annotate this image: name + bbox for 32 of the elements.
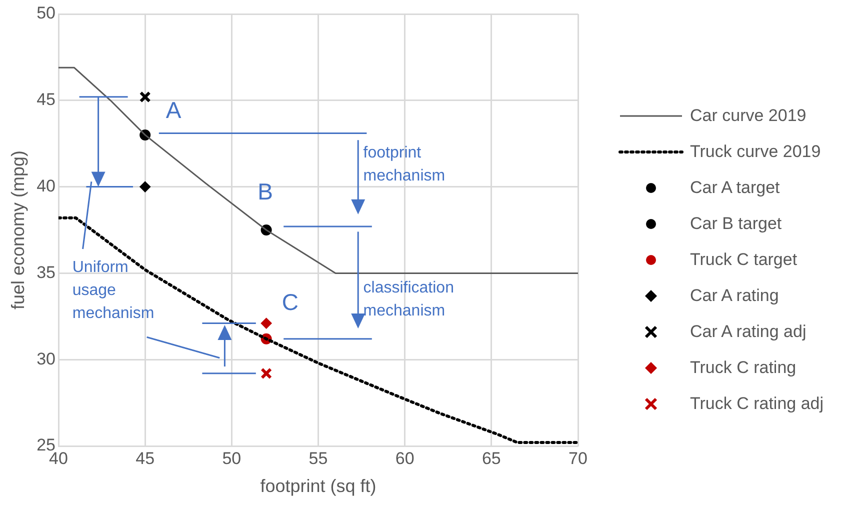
legend-label: Truck curve 2019 [690, 142, 821, 162]
legend-label: Truck C rating adj [690, 394, 824, 414]
legend-label: Car B target [690, 214, 782, 234]
legend-label: Truck C rating [690, 358, 796, 378]
legend-label: Car curve 2019 [690, 106, 806, 126]
annotation: footprint mechanism [363, 144, 446, 185]
point [260, 318, 272, 329]
y-tick-label: 45 [36, 90, 56, 110]
annotation: classification mechanism [363, 280, 454, 320]
y-tick-label: 50 [36, 4, 56, 23]
x-tick-label: 65 [482, 448, 501, 468]
y-tick-label: 35 [36, 262, 56, 282]
x-tick-label: 55 [308, 448, 328, 468]
annotation: B [258, 178, 273, 204]
x-tick-label: 45 [136, 448, 155, 468]
legend-label: Car A rating [690, 286, 779, 306]
y-axis-title: fuel economy (mpg) [8, 150, 28, 310]
point [260, 368, 272, 380]
point [140, 181, 151, 192]
legend-label: Car A rating adj [690, 322, 806, 342]
y-tick-label: 40 [36, 176, 56, 196]
annotation: Uniform usage mechanism [72, 258, 154, 322]
legend-label: Car A target [690, 178, 780, 198]
point [139, 91, 151, 103]
x-axis-title: footprint (sq ft) [260, 476, 376, 496]
legend-label: Truck C target [690, 250, 798, 270]
x-tick-label: 60 [395, 448, 414, 468]
annotation: C [282, 289, 299, 316]
x-tick-label: 50 [222, 448, 242, 468]
annotation: A [166, 97, 182, 124]
y-tick-label: 30 [36, 349, 56, 368]
x-tick-label: 70 [568, 448, 588, 468]
